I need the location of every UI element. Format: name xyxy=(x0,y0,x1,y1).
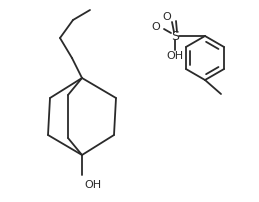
Text: OH: OH xyxy=(167,51,184,61)
Text: S: S xyxy=(171,29,179,42)
Text: O: O xyxy=(152,22,160,32)
Text: O: O xyxy=(163,12,171,22)
Text: OH: OH xyxy=(84,180,101,190)
